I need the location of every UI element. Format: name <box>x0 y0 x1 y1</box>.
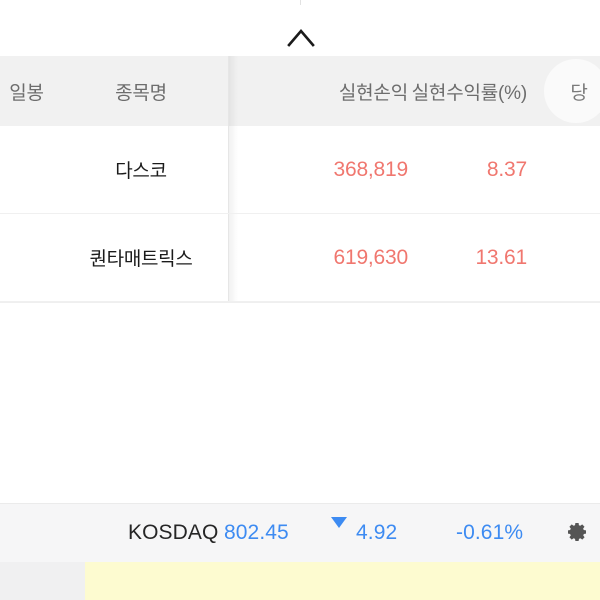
cell-stock-name[interactable]: 다스코 <box>53 126 229 213</box>
column-header-realized-pl[interactable]: 실현손익 <box>244 56 408 126</box>
column-header-name-label: 종목명 <box>115 82 167 104</box>
frozen-columns-cells: 퀀타매트릭스 <box>0 214 238 301</box>
gear-icon[interactable] <box>566 520 590 544</box>
cell-candle[interactable] <box>0 214 53 301</box>
column-header-realized-pl-label: 실현손익 <box>338 82 408 104</box>
column-header-clipped[interactable]: 당 <box>549 56 600 126</box>
column-header-realized-pl-rate[interactable]: 실현수익률(%) <box>408 56 528 126</box>
frozen-pane-divider <box>228 56 229 126</box>
cell-candle[interactable] <box>0 126 53 213</box>
chevron-up-icon[interactable] <box>281 24 321 50</box>
scrollable-columns-cells[interactable]: 619,630 13.61 <box>229 214 600 301</box>
column-header-name[interactable]: 종목명 <box>53 56 229 126</box>
index-change: 4.92 <box>356 521 398 544</box>
bottom-sheet-highlight[interactable] <box>85 562 600 600</box>
frozen-columns-cells: 다스코 <box>0 126 238 213</box>
column-header-candle-label: 일봉 <box>9 82 44 104</box>
handle-tick <box>300 0 301 5</box>
panel-handle-strip <box>0 0 600 56</box>
scrollable-columns-cells[interactable]: 368,819 8.37 <box>229 126 600 213</box>
cell-realized-pl-rate: 8.37 <box>408 126 527 213</box>
table-row[interactable]: 다스코 368,819 8.37 <box>0 126 600 214</box>
empty-list-area <box>0 303 600 503</box>
index-name: KOSDAQ <box>128 521 219 544</box>
cell-realized-pl-rate-value: 8.37 <box>486 157 527 181</box>
frozen-pane-divider <box>228 126 229 213</box>
cell-stock-name[interactable]: 퀀타매트릭스 <box>53 214 229 301</box>
column-header-realized-pl-rate-label: 실현수익률(%) <box>411 82 528 104</box>
cell-realized-pl-value: 368,819 <box>333 157 408 181</box>
cell-realized-pl: 619,630 <box>244 214 408 301</box>
column-header-clipped-label: 당 <box>570 82 588 104</box>
cell-stock-name-value: 퀀타매트릭스 <box>89 249 193 270</box>
index-change-percent: -0.61% <box>456 521 524 544</box>
cell-realized-pl-rate-value: 13.61 <box>475 245 527 269</box>
market-index-bar[interactable]: KOSDAQ 802.45 4.92 -0.61% <box>0 503 600 562</box>
holdings-table: 일봉 종목명 실현손익 실현수익률(%) 당 <box>0 56 600 302</box>
scrollable-columns-header[interactable]: 실현손익 실현수익률(%) 당 <box>229 56 600 126</box>
cell-stock-name-value: 다스코 <box>115 161 167 182</box>
table-bottom-border <box>0 302 600 303</box>
frozen-pane-divider <box>228 214 229 301</box>
index-value: 802.45 <box>224 521 289 544</box>
frozen-columns-header: 일봉 종목명 <box>0 56 238 126</box>
triangle-down-icon <box>331 517 347 546</box>
bottom-sheet-left-strip <box>0 562 85 600</box>
table-row[interactable]: 퀀타매트릭스 619,630 13.61 <box>0 214 600 302</box>
column-header-candle[interactable]: 일봉 <box>0 56 53 126</box>
cell-realized-pl: 368,819 <box>244 126 408 213</box>
tap-ripple-highlight <box>544 59 600 123</box>
cell-realized-pl-value: 619,630 <box>333 245 408 269</box>
cell-realized-pl-rate: 13.61 <box>408 214 527 301</box>
table-header-row: 일봉 종목명 실현손익 실현수익률(%) 당 <box>0 56 600 126</box>
